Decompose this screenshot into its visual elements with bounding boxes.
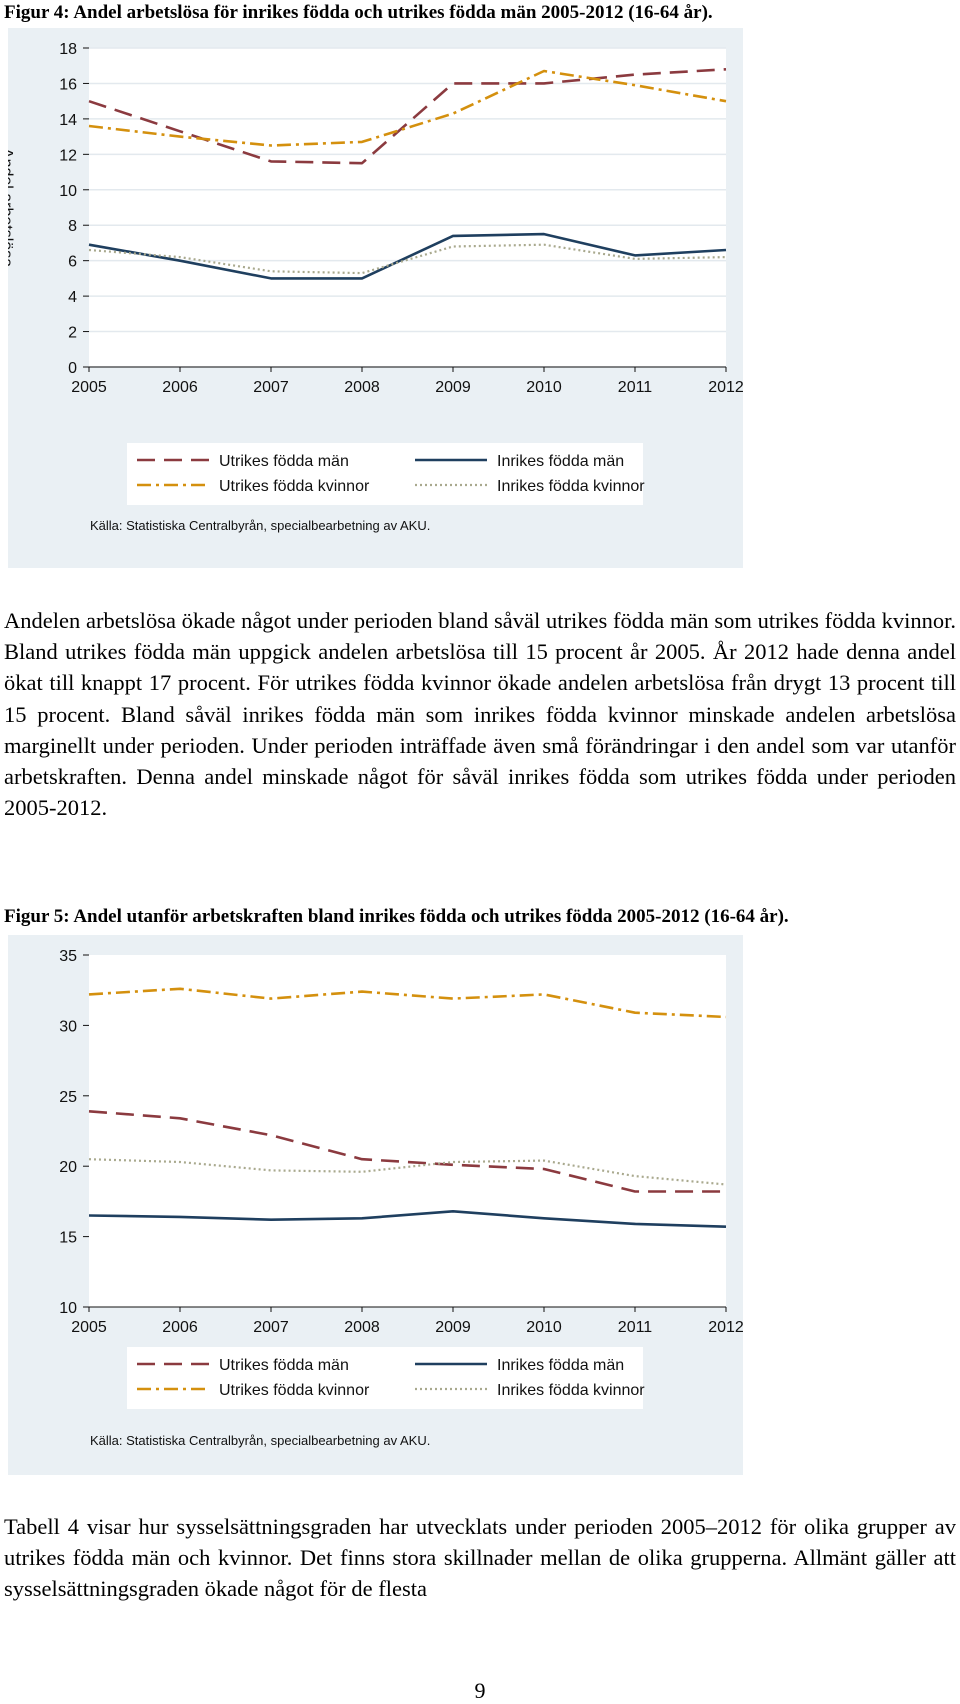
y-tick-label: 2	[68, 325, 77, 342]
series-line-utrikes-fodda-kvinnor	[88, 987, 727, 1019]
y-tick-label: 12	[59, 147, 77, 164]
legend-label: Inrikes födda kvinnor	[497, 478, 645, 495]
y-axis-label: Andel arbetslösa	[8, 148, 15, 267]
figure-5-svg: 10 15 20 25 30 35 2005 2006 2007 2008 2009 2010 2011…	[59, 948, 743, 1448]
x-tick-label: 2007	[253, 1319, 289, 1336]
x-tick-label: 2006	[162, 379, 198, 396]
x-tick-label: 2005	[71, 379, 107, 396]
x-tick-label: 2009	[435, 1319, 471, 1336]
figure-5-chart: 10 15 20 25 30 35 2005 2006 2007 2008 2009 2010 2011…	[8, 935, 743, 1475]
source-note: Källa: Statistiska Centralbyrån, special…	[90, 1433, 430, 1448]
x-tick-label: 2012	[708, 379, 743, 396]
page-number: 9	[474, 1678, 486, 1703]
y-tick-label: 10	[59, 183, 77, 200]
legend	[127, 1347, 643, 1409]
legend	[127, 443, 643, 505]
legend-label: Utrikes födda kvinnor	[219, 1382, 370, 1399]
figure-4-svg: 0 2 4 6 8 10 12 14 16 18 2005 2006 2007 2008 2009 2010 2…	[8, 41, 743, 533]
legend-label: Inrikes födda män	[497, 453, 624, 470]
x-tick-label: 2008	[344, 1319, 380, 1336]
x-tick-label: 2008	[344, 379, 380, 396]
y-tick-label: 30	[59, 1018, 77, 1035]
legend-label: Utrikes födda män	[219, 453, 349, 470]
y-tick-label: 10	[59, 1300, 77, 1317]
y-tick-label: 4	[68, 289, 77, 306]
x-tick-label: 2007	[253, 379, 289, 396]
body-paragraph-1: Andelen arbetslösa ökade något under per…	[4, 608, 956, 821]
legend-label: Utrikes födda män	[219, 1357, 349, 1374]
source-note: Källa: Statistiska Centralbyrån, special…	[90, 518, 430, 533]
figure-4-chart: 0 2 4 6 8 10 12 14 16 18 2005 2006 2007 2008 2009 2010 2…	[8, 28, 743, 568]
plot-area	[89, 48, 726, 367]
figure-5-title: Figur 5: Andel utanför arbetskraften bla…	[4, 906, 789, 927]
series-line-inrikes-fodda-man	[88, 1209, 727, 1228]
x-tick-label: 2012	[708, 1319, 743, 1336]
series-line-utrikes-fodda-kvinnor	[88, 69, 727, 147]
y-tick-label: 16	[59, 76, 77, 93]
series-line-inrikes-fodda-man	[88, 232, 727, 280]
y-tick-label: 20	[59, 1159, 77, 1176]
body-paragraph-2: Tabell 4 visar hur sysselsättningsgraden…	[4, 1514, 956, 1602]
series-line-inrikes-fodda-kvinnor	[88, 243, 727, 275]
x-tick-label: 2009	[435, 379, 471, 396]
series-line-utrikes-fodda-man	[88, 68, 727, 165]
x-tick-label: 2011	[618, 379, 653, 396]
y-tick-label: 8	[68, 218, 77, 235]
x-tick-label: 2011	[618, 1319, 653, 1336]
legend-label: Inrikes födda män	[497, 1357, 624, 1374]
series-line-inrikes-fodda-kvinnor	[88, 1158, 727, 1186]
y-tick-label: 15	[59, 1230, 77, 1247]
x-tick-label: 2005	[71, 1319, 107, 1336]
x-tick-label: 2006	[162, 1319, 198, 1336]
legend-label: Inrikes födda kvinnor	[497, 1382, 645, 1399]
x-tick-label: 2010	[526, 1319, 562, 1336]
y-tick-label: 6	[68, 254, 77, 271]
y-tick-label: 18	[59, 41, 77, 58]
y-tick-label: 0	[68, 360, 77, 377]
legend-label: Utrikes födda kvinnor	[219, 478, 370, 495]
figure-4-title: Figur 4: Andel arbetslösa för inrikes fö…	[4, 2, 713, 23]
x-tick-label: 2010	[526, 379, 562, 396]
y-tick-label: 14	[59, 112, 77, 129]
y-tick-label: 35	[59, 948, 77, 965]
y-tick-label: 25	[59, 1089, 77, 1106]
plot-area	[89, 955, 726, 1307]
